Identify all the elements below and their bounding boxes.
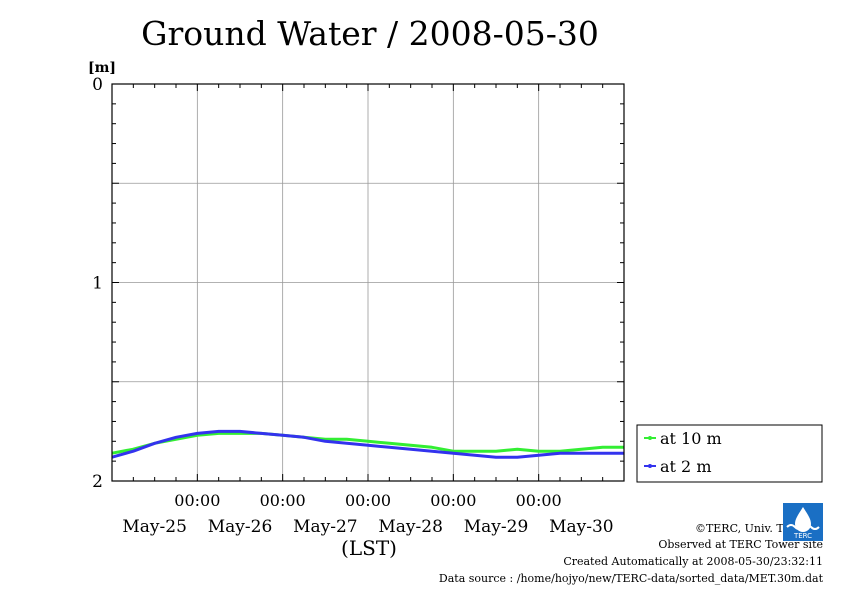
x-tick-time-label: 00:00	[516, 491, 562, 510]
x-tick-time-label: 00:00	[345, 491, 391, 510]
grid-lines	[112, 84, 624, 481]
series-line-at-10-m	[111, 431, 624, 455]
series-line-at-2-m	[111, 429, 624, 459]
terc-logo-icon: TERC	[783, 503, 823, 541]
x-axis-label: (LST)	[341, 536, 397, 560]
created-text: Created Automatically at 2008-05-30/23:3…	[563, 555, 823, 568]
y-tick-label: 0	[92, 75, 103, 95]
y-tick-label: 1	[92, 274, 103, 294]
x-tick-time-label: 00:00	[430, 491, 476, 510]
svg-text:TERC: TERC	[793, 532, 812, 540]
legend: at 10 m at 2 m	[636, 424, 823, 483]
legend-marker	[648, 436, 652, 440]
x-tick-time-label: 00:00	[260, 491, 306, 510]
x-date-label: May-26	[208, 517, 273, 537]
legend-marker	[648, 464, 652, 468]
y-tick-label: 2	[92, 472, 103, 492]
chart-title: Ground Water / 2008-05-30	[141, 14, 599, 53]
x-date-label: May-25	[122, 517, 187, 537]
legend-box	[636, 424, 823, 483]
x-date-label: May-30	[549, 517, 614, 537]
axis-ticks: 0 1 2 00:00 00:00 00:00 00:00 00:00 May-25 May-26…	[92, 75, 625, 537]
data-source-text: Data source : /home/hojyo/new/TERC-data/…	[438, 572, 823, 585]
legend-label: at 10 m	[660, 429, 722, 448]
x-date-label: May-29	[464, 517, 529, 537]
series-group	[111, 429, 624, 459]
x-date-label: May-27	[293, 517, 358, 537]
legend-label: at 2 m	[660, 457, 712, 476]
x-tick-time-label: 00:00	[174, 491, 220, 510]
x-date-label: May-28	[378, 517, 443, 537]
observed-text: Observed at TERC Tower site	[658, 538, 823, 551]
y-axis-label: [m]	[88, 60, 116, 76]
